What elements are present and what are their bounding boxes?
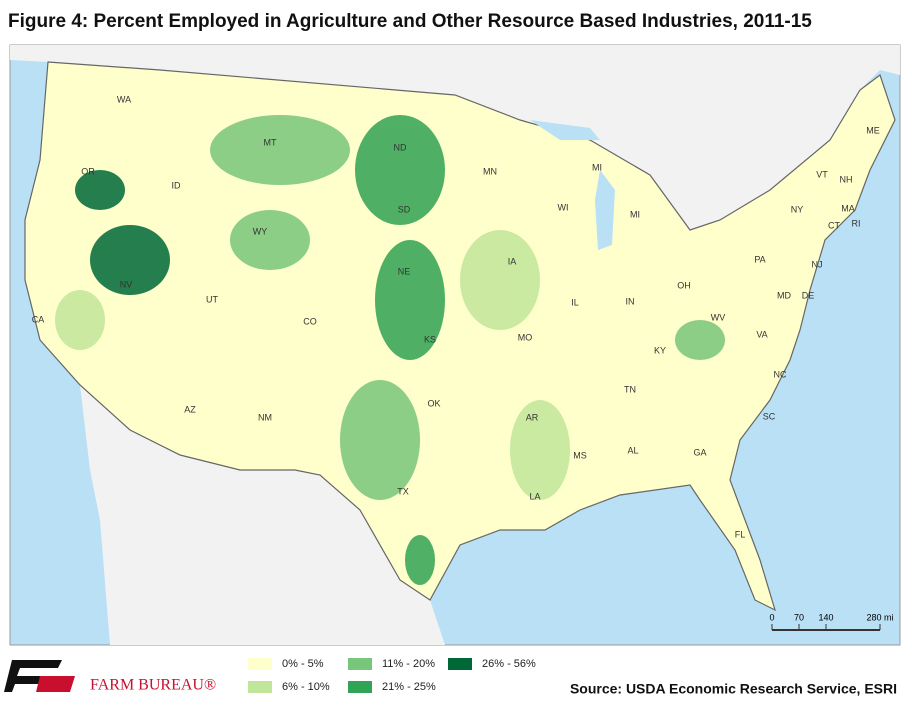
us-land [24,61,896,612]
state-label: SD [398,204,411,214]
logo: FARM BUREAU® [4,660,216,694]
state-label: MO [518,332,533,342]
legend-label: 6% - 10% [282,681,330,693]
state-label: AZ [184,404,196,414]
state-label: TX [397,486,409,496]
state-label: CT [828,220,840,230]
legend-swatch [448,658,472,670]
state-label: WA [117,94,131,104]
state-label: KY [654,345,666,355]
state-label: MT [264,137,277,147]
state-label: NY [791,204,804,214]
state-label: MA [841,203,855,213]
state-label: SC [763,411,776,421]
state-label: NJ [812,259,823,269]
state-label: MI [630,209,640,219]
state-label: NH [840,174,853,184]
lake-superior [530,120,600,140]
state-label: MI [592,162,602,172]
state-label: NM [258,412,272,422]
state-label: AR [526,412,539,422]
scale-label: 0 [769,612,774,622]
state-label: GA [693,447,706,457]
state-label: KS [424,334,436,344]
state-label: ID [172,180,182,190]
legend-label: 0% - 5% [282,658,324,670]
legend: 0% - 5% 6% - 10% 11% - 20% 21% - 25% 26% - 5… [248,658,536,693]
state-label: IL [571,297,579,307]
state-label: NE [398,266,411,276]
legend-label: 11% - 20% [382,658,435,670]
legend-swatch [248,681,272,693]
state-label: WI [558,202,569,212]
title: Figure 4: Percent Employed in Agricultur… [8,11,812,32]
state-label: OR [81,166,95,176]
lake-michigan [595,170,615,250]
state-label: VA [756,329,767,339]
state-label: NV [120,279,133,289]
state-label: AL [627,445,638,455]
state-label: UT [206,294,218,304]
state-label: FL [735,529,746,539]
state-label: ME [866,125,880,135]
state-label: TN [624,384,636,394]
legend-swatch [348,681,372,693]
state-label: DE [802,290,815,300]
logo-mark [4,660,62,692]
canada [10,45,900,230]
source: Source: USDA Economic Research Service, … [570,681,897,697]
state-label: WY [253,226,268,236]
state-label: RI [852,218,861,228]
state-labels: WA OR CA NV ID MT WY UT AZ NM CO ND SD NE KS OK TX MN IA MO… [32,94,880,539]
state-label: LA [529,491,540,501]
legend-label: 26% - 56% [482,658,536,670]
state-label: MN [483,166,497,176]
state-label: PA [754,254,765,264]
state-label: CO [303,316,317,326]
state-label: NC [774,369,787,379]
state-label: IA [508,256,517,266]
state-label: MS [573,450,587,460]
state-label: CA [32,314,45,324]
scale-label: 140 [818,612,833,622]
state-label: VT [816,169,828,179]
scale-bar: 0 70 140 280 mi [769,612,894,631]
state-label: WV [711,312,726,322]
mexico [80,385,445,645]
logo-text: FARM BUREAU® [90,677,216,694]
state-label: MD [777,290,791,300]
logo-mark-red [36,676,75,692]
legend-swatch [248,658,272,670]
state-label: OK [427,398,440,408]
scale-label: 70 [794,612,804,622]
scale-label: 280 mi [866,612,893,622]
state-label: OH [677,280,691,290]
shading [55,115,725,585]
state-label: ND [394,142,407,152]
legend-label: 21% - 25% [382,681,436,693]
state-label: IN [626,296,635,306]
legend-swatch [348,658,372,670]
